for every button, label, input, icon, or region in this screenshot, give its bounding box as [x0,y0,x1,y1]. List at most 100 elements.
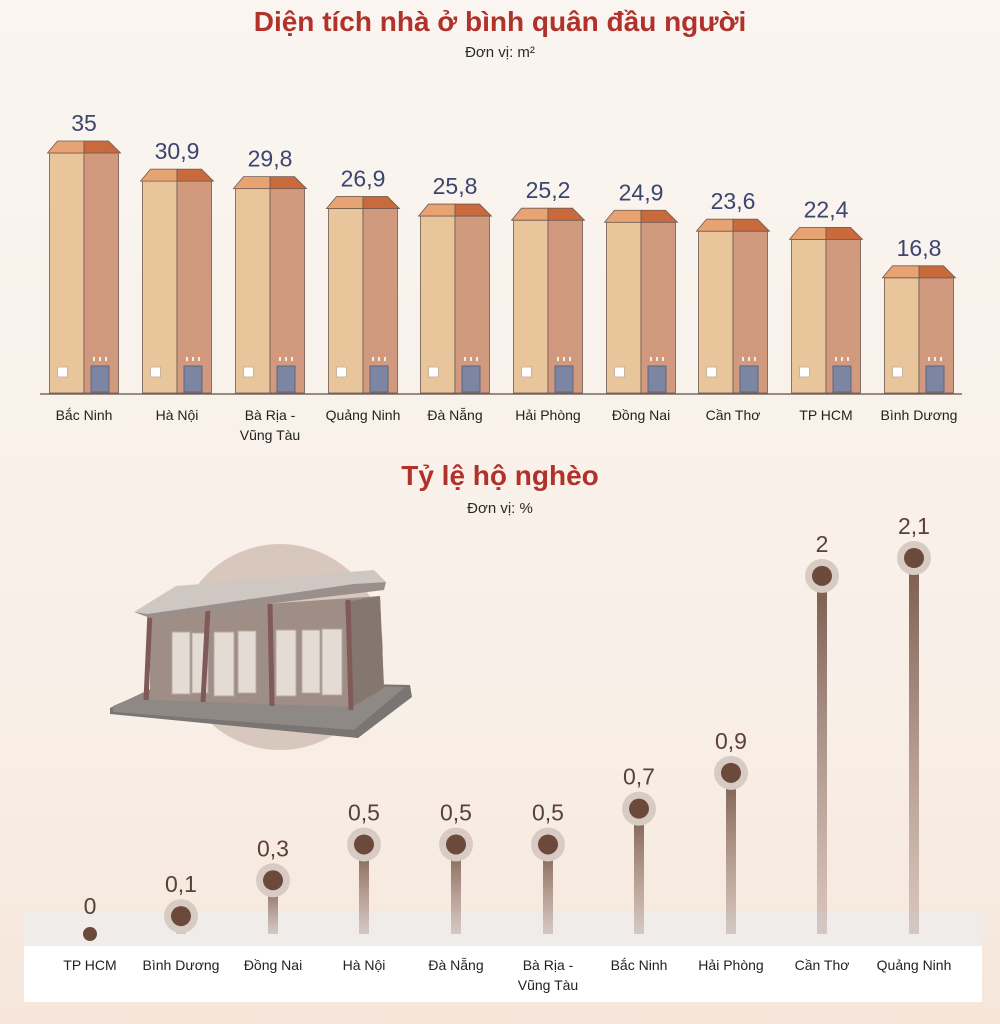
bar-value-label: 24,9 [619,179,664,205]
category-label: Hà Nội [156,407,199,423]
chart-base [24,946,982,1002]
lollipop-dot [812,565,832,586]
door-icon [647,365,667,393]
roof-front [46,140,85,154]
vent-icon [569,357,571,361]
lollipop-stem [726,772,736,934]
bar-side [454,215,490,394]
vent-icon [742,357,744,361]
door-icon [183,365,203,393]
lollipop-dot [354,834,374,855]
roof-front [881,265,920,279]
roof-side [454,203,493,217]
bar-value-label: 30,9 [155,138,200,164]
bar [788,226,864,394]
lollipop-dot [721,762,741,783]
roof-side [176,168,215,182]
chart-title-housing: Diện tích nhà ở bình quân đầu người [253,6,747,37]
vent-icon [656,357,658,361]
category-label: TP HCM [63,957,116,973]
lollipop-dot [446,834,466,855]
vent-icon [105,357,107,361]
lollipop [531,827,565,934]
category-label: TP HCM [799,407,852,423]
bar-value-label: 25,8 [433,173,478,199]
roof-front [695,218,734,232]
vent-icon [748,357,750,361]
vent-icon [835,357,837,361]
roof-side [918,265,957,279]
bar-front [420,215,456,394]
lollipop [714,755,748,934]
vent-icon [754,357,756,361]
vent-icon [192,357,194,361]
bar-value-label: 35 [71,110,97,136]
vent-icon [662,357,664,361]
category-label: Đà Nẵng [427,407,482,423]
lollipop [83,927,97,941]
vent-icon [285,357,287,361]
roof-front [788,226,827,240]
door-icon [276,365,296,393]
bar-front [328,208,364,394]
category-label: Bình Dương [143,957,220,973]
lollipop [439,827,473,934]
door-icon [90,365,110,393]
bar-value-label: 22,4 [804,196,849,222]
bar-value-label: 29,8 [248,146,293,172]
vent-icon [384,357,386,361]
unit-label-poverty: Đơn vị: % [467,500,533,517]
category-label: Cần Thơ [706,407,761,423]
lollipop-value-label: 2 [816,531,829,557]
vent-icon [464,357,466,361]
bar [510,207,586,394]
vent-icon [291,357,293,361]
category-label: Vũng Tàu [518,977,578,993]
vent-icon [928,357,930,361]
roof-front [603,209,642,223]
roof-side [732,218,771,232]
bar-side [83,152,119,394]
vent-icon [99,357,101,361]
window-icon [892,366,903,378]
lollipop-dot [538,834,558,855]
bar-front [142,180,178,394]
unit-label-housing: Đơn vị: m² [465,44,535,61]
roof-side [83,140,122,154]
lollipop [164,899,198,934]
category-label: Quảng Ninh [326,407,401,423]
lollipop-value-label: 0,7 [623,764,655,790]
lollipop-value-label: 0 [84,893,97,919]
category-label: Bình Dương [881,407,958,423]
lollipop-value-label: 0,9 [715,728,747,754]
vent-icon [378,357,380,361]
lollipop-value-label: 2,1 [898,513,930,539]
lollipop [256,863,290,934]
bar [325,196,401,394]
window-icon [521,366,532,378]
lollipop-stem [634,808,644,934]
category-label: Đà Nẵng [428,957,483,973]
bar-front [606,221,642,394]
roof-front [139,168,178,182]
chart-title-poverty: Tỷ lệ hộ nghèo [401,460,599,491]
category-label: Quảng Ninh [877,957,952,973]
category-label: Bà Rịa - [523,957,574,973]
category-label: Bắc Ninh [56,407,113,423]
roof-side [547,207,586,221]
vent-icon [470,357,472,361]
bar [46,140,122,394]
category-label: Hải Phòng [515,407,580,423]
housing-bar-chart: 35 Bắc Ninh 30,9 Hà Nội 29,8 Bà Rịa - Vũng Tàu… [40,110,962,443]
window-icon [336,366,347,378]
lollipop-value-label: 0,1 [165,871,197,897]
lollipop [347,827,381,934]
window-icon [799,366,810,378]
bar-side [176,180,212,394]
window-icon [57,366,68,378]
category-label: Hải Phòng [698,957,763,973]
lollipop-dot [263,870,283,891]
door-icon [739,365,759,393]
poverty-lollipop-chart: 0 TP HCM 0,1 Bình Dương 0,3 Đồng Nai 0,5 Hà Nội… [63,513,951,993]
